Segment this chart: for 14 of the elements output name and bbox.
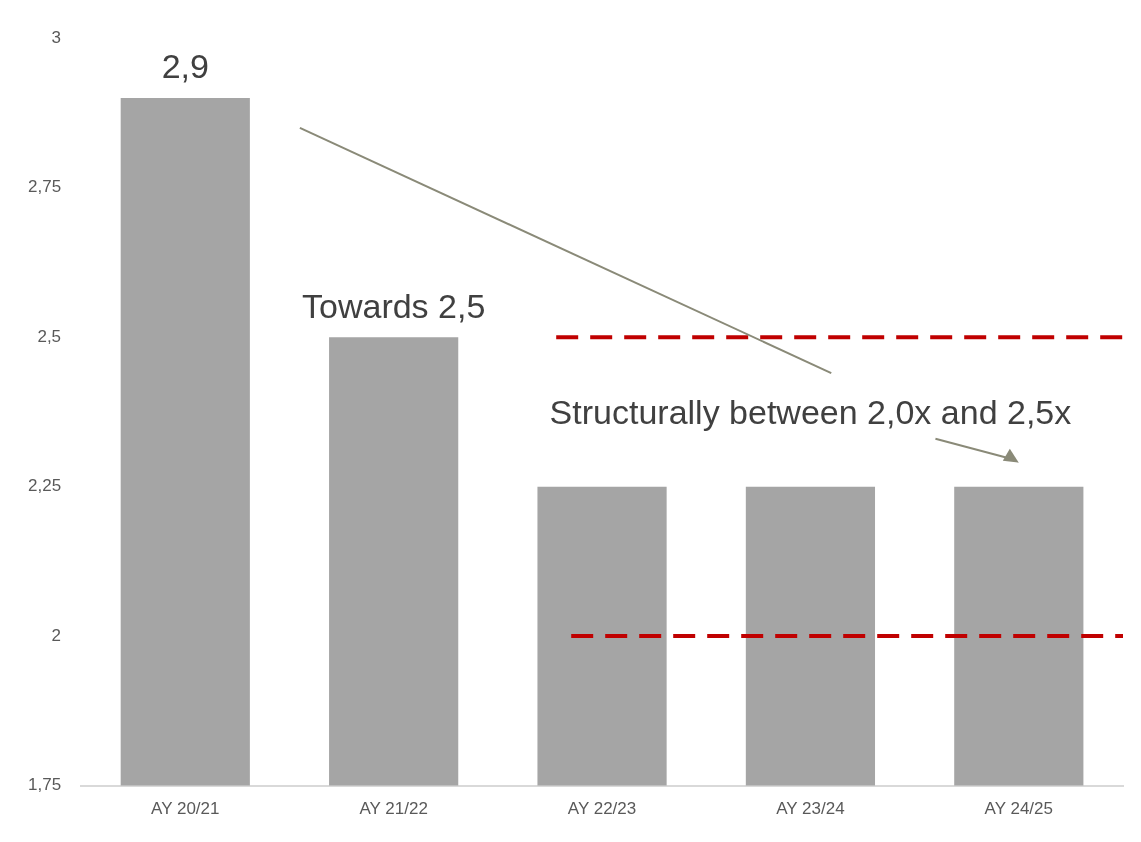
y-tick-label: 2,75 <box>27 177 62 197</box>
x-tick-label: AY 22/23 <box>567 799 637 819</box>
x-tick-label: AY 24/25 <box>984 799 1053 819</box>
x-tick-label: AY 23/24 <box>776 799 845 819</box>
x-tick-label: AY 21/22 <box>359 799 428 819</box>
y-tick-label: 1,75 <box>27 775 62 795</box>
annotation: Towards 2,5 <box>302 286 486 325</box>
x-tick-label: AY 20/21 <box>151 799 220 819</box>
y-tick-label: 2,25 <box>27 476 62 496</box>
annotation: Structurally between 2,0x and 2,5x <box>549 393 1072 432</box>
y-tick-label: 2,5 <box>37 326 62 346</box>
y-tick-label: 3 <box>51 27 62 47</box>
y-tick-label: 2 <box>51 625 62 645</box>
annotation: 2,9 <box>161 47 209 86</box>
